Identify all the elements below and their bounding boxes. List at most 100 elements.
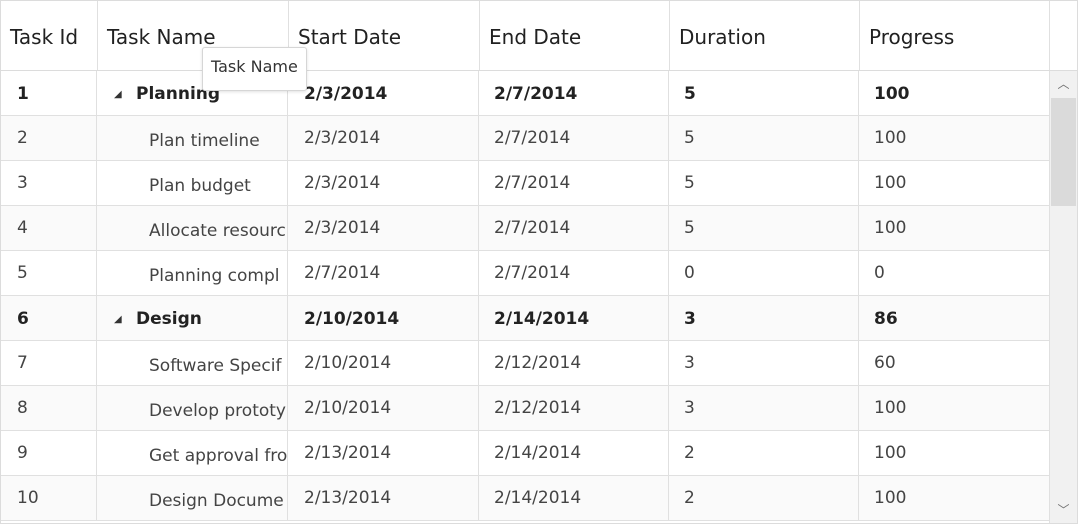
- task-id-cell[interactable]: 1: [1, 71, 97, 115]
- duration-cell[interactable]: 5: [669, 206, 859, 250]
- task-row[interactable]: 5 Planning compl 2/7/2014 2/7/2014 0 0: [1, 251, 1049, 296]
- task-id-cell[interactable]: 6: [1, 296, 97, 340]
- end-date-text: 2/14/2014: [494, 309, 590, 329]
- end-date-cell[interactable]: 2/7/2014: [479, 71, 669, 115]
- start-date-cell[interactable]: 2/10/2014: [288, 296, 479, 340]
- progress-cell[interactable]: 100: [859, 431, 1049, 475]
- parent-task-row[interactable]: 6 ◢ Design 2/10/2014 2/14/2014 3 86: [1, 296, 1049, 341]
- duration-text: 2: [684, 443, 695, 463]
- column-header-end-date[interactable]: End Date: [480, 1, 670, 70]
- progress-cell[interactable]: 100: [859, 206, 1049, 250]
- end-date-cell[interactable]: 2/12/2014: [479, 386, 669, 430]
- duration-cell[interactable]: 3: [669, 296, 859, 340]
- duration-cell[interactable]: 5: [669, 116, 859, 160]
- progress-cell[interactable]: 100: [859, 116, 1049, 160]
- task-row[interactable]: 8 Develop prototy 2/10/2014 2/12/2014 3 100: [1, 386, 1049, 431]
- duration-cell[interactable]: 0: [669, 251, 859, 295]
- task-id-cell[interactable]: 5: [1, 251, 97, 295]
- task-name-cell[interactable]: ◢ Planning: [97, 71, 288, 115]
- progress-cell[interactable]: 86: [859, 296, 1049, 340]
- start-date-cell[interactable]: 2/3/2014: [288, 206, 479, 250]
- task-id-cell[interactable]: 4: [1, 206, 97, 250]
- duration-cell[interactable]: 2: [669, 476, 859, 520]
- vertical-scrollbar[interactable]: ︿ ﹀: [1049, 71, 1077, 523]
- progress-cell[interactable]: 0: [859, 251, 1049, 295]
- chevron-up-icon[interactable]: ︿: [1057, 77, 1070, 91]
- task-name-cell[interactable]: Plan budget: [97, 161, 288, 205]
- progress-cell[interactable]: 60: [859, 341, 1049, 385]
- end-date-cell[interactable]: 2/7/2014: [479, 251, 669, 295]
- collapse-arrow-icon[interactable]: ◢: [114, 314, 122, 325]
- start-date-cell[interactable]: 2/3/2014: [288, 116, 479, 160]
- start-date-text: 2/10/2014: [304, 309, 400, 329]
- progress-cell[interactable]: 100: [859, 386, 1049, 430]
- progress-text: 100: [874, 398, 907, 418]
- start-date-text: 2/7/2014: [304, 263, 381, 283]
- progress-cell[interactable]: 100: [859, 161, 1049, 205]
- duration-cell[interactable]: 3: [669, 386, 859, 430]
- start-date-cell[interactable]: 2/10/2014: [288, 386, 479, 430]
- duration-text: 3: [684, 398, 695, 418]
- end-date-text: 2/12/2014: [494, 353, 582, 373]
- task-id-cell[interactable]: 3: [1, 161, 97, 205]
- end-date-cell[interactable]: 2/14/2014: [479, 296, 669, 340]
- end-date-cell[interactable]: 2/7/2014: [479, 116, 669, 160]
- column-header-start-date[interactable]: Start Date: [289, 1, 480, 70]
- duration-cell[interactable]: 5: [669, 161, 859, 205]
- end-date-cell[interactable]: 2/7/2014: [479, 206, 669, 250]
- task-name-cell[interactable]: Get approval fro: [97, 431, 288, 475]
- parent-task-row[interactable]: 1 ◢ Planning 2/3/2014 2/7/2014 5 100: [1, 71, 1049, 116]
- task-id-text: 2: [17, 128, 28, 148]
- column-header-task-id[interactable]: Task Id: [1, 1, 98, 70]
- task-row[interactable]: 9 Get approval fro 2/13/2014 2/14/2014 2 100: [1, 431, 1049, 476]
- task-name-cell[interactable]: Develop prototy: [97, 386, 288, 430]
- task-name-cell[interactable]: ◢ Design: [97, 296, 288, 340]
- duration-text: 5: [684, 84, 696, 104]
- task-id-cell[interactable]: 2: [1, 116, 97, 160]
- task-name-text: Develop prototy: [149, 401, 286, 421]
- collapse-arrow-icon[interactable]: ◢: [114, 89, 122, 100]
- start-date-text: 2/3/2014: [304, 173, 381, 193]
- task-id-cell[interactable]: 9: [1, 431, 97, 475]
- start-date-cell[interactable]: 2/3/2014: [288, 71, 479, 115]
- start-date-text: 2/10/2014: [304, 398, 392, 418]
- start-date-cell[interactable]: 2/7/2014: [288, 251, 479, 295]
- start-date-cell[interactable]: 2/13/2014: [288, 431, 479, 475]
- task-id-cell[interactable]: 7: [1, 341, 97, 385]
- column-header-task-name[interactable]: Task Name: [98, 1, 289, 70]
- duration-cell[interactable]: 2: [669, 431, 859, 475]
- start-date-cell[interactable]: 2/3/2014: [288, 161, 479, 205]
- duration-cell[interactable]: 3: [669, 341, 859, 385]
- task-name-text: Software Specif: [149, 356, 282, 376]
- task-name-cell[interactable]: Planning compl: [97, 251, 288, 295]
- progress-text: 100: [874, 128, 907, 148]
- progress-cell[interactable]: 100: [859, 71, 1049, 115]
- column-header-progress[interactable]: Progress: [860, 1, 1050, 70]
- end-date-cell[interactable]: 2/14/2014: [479, 431, 669, 475]
- task-row[interactable]: 2 Plan timeline 2/3/2014 2/7/2014 5 100: [1, 116, 1049, 161]
- duration-cell[interactable]: 5: [669, 71, 859, 115]
- end-date-cell[interactable]: 2/7/2014: [479, 161, 669, 205]
- end-date-cell[interactable]: 2/14/2014: [479, 476, 669, 520]
- task-name-cell[interactable]: Design Docume: [97, 476, 288, 520]
- duration-text: 3: [684, 353, 695, 373]
- task-id-cell[interactable]: 8: [1, 386, 97, 430]
- task-name-cell[interactable]: Allocate resourc: [97, 206, 288, 250]
- chevron-down-icon[interactable]: ﹀: [1057, 503, 1070, 517]
- start-date-cell[interactable]: 2/10/2014: [288, 341, 479, 385]
- task-id-text: 6: [17, 309, 29, 329]
- task-name-cell[interactable]: Plan timeline: [97, 116, 288, 160]
- end-date-cell[interactable]: 2/12/2014: [479, 341, 669, 385]
- start-date-cell[interactable]: 2/13/2014: [288, 476, 479, 520]
- end-date-text: 2/7/2014: [494, 128, 571, 148]
- task-row[interactable]: 4 Allocate resourc 2/3/2014 2/7/2014 5 100: [1, 206, 1049, 251]
- scrollbar-thumb[interactable]: [1051, 98, 1076, 206]
- task-row[interactable]: 10 Design Docume 2/13/2014 2/14/2014 2 100: [1, 476, 1049, 521]
- task-row[interactable]: 7 Software Specif 2/10/2014 2/12/2014 3 60: [1, 341, 1049, 386]
- task-name-cell[interactable]: Software Specif: [97, 341, 288, 385]
- task-row[interactable]: 3 Plan budget 2/3/2014 2/7/2014 5 100: [1, 161, 1049, 206]
- column-header-duration[interactable]: Duration: [670, 1, 860, 70]
- task-id-cell[interactable]: 10: [1, 476, 97, 520]
- progress-cell[interactable]: 100: [859, 476, 1049, 520]
